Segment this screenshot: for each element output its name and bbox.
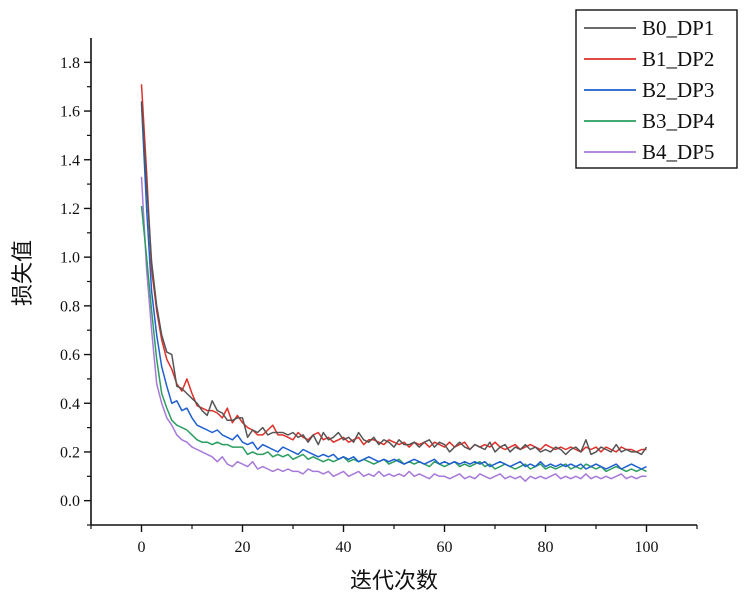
series-line-b3-dp4 <box>140 205 647 473</box>
x-tick-label: 40 <box>336 539 352 556</box>
series-line-b1-dp2 <box>140 84 647 453</box>
y-tick-label: 0.6 <box>60 347 80 364</box>
x-ticks: 0 20 40 60 80 100 <box>90 525 698 556</box>
y-tick-label: 0.2 <box>60 444 80 461</box>
legend: B0_DP1 B1_DP2 B2_DP3 B3_DP4 B4_DP5 <box>575 9 738 169</box>
legend-box <box>575 9 738 169</box>
y-tick-label: 0.4 <box>60 396 80 413</box>
y-tick-label: 1.2 <box>60 201 80 218</box>
series-line-b4-dp5 <box>140 176 647 482</box>
plot-lines <box>140 84 648 482</box>
series-line-b2-dp3 <box>140 103 647 470</box>
y-tick-label: 0.8 <box>60 298 80 315</box>
y-ticks: 0.0 0.2 0.4 0.6 0.8 1.0 1.2 1.4 1.6 1.8 <box>60 55 91 526</box>
x-tick-label: 100 <box>635 539 659 556</box>
y-tick-label: 1.8 <box>60 55 80 72</box>
y-tick-label: 0.0 <box>60 493 80 510</box>
legend-label: B4_DP5 <box>642 140 714 164</box>
legend-label: B1_DP2 <box>642 47 714 71</box>
y-axis-title: 损失值 <box>11 240 36 306</box>
x-tick-label: 0 <box>138 539 146 556</box>
y-tick-label: 1.0 <box>60 250 80 267</box>
y-tick-label: 1.4 <box>60 152 80 169</box>
legend-label: B0_DP1 <box>642 16 714 40</box>
x-tick-label: 60 <box>437 539 453 556</box>
x-tick-label: 20 <box>235 539 251 556</box>
x-axis-title: 迭代次数 <box>350 569 438 594</box>
series-line-b0-dp1 <box>140 101 648 456</box>
legend-label: B3_DP4 <box>642 109 715 133</box>
y-tick-label: 1.6 <box>60 104 80 121</box>
x-tick-label: 80 <box>538 539 554 556</box>
legend-label: B2_DP3 <box>642 78 714 102</box>
